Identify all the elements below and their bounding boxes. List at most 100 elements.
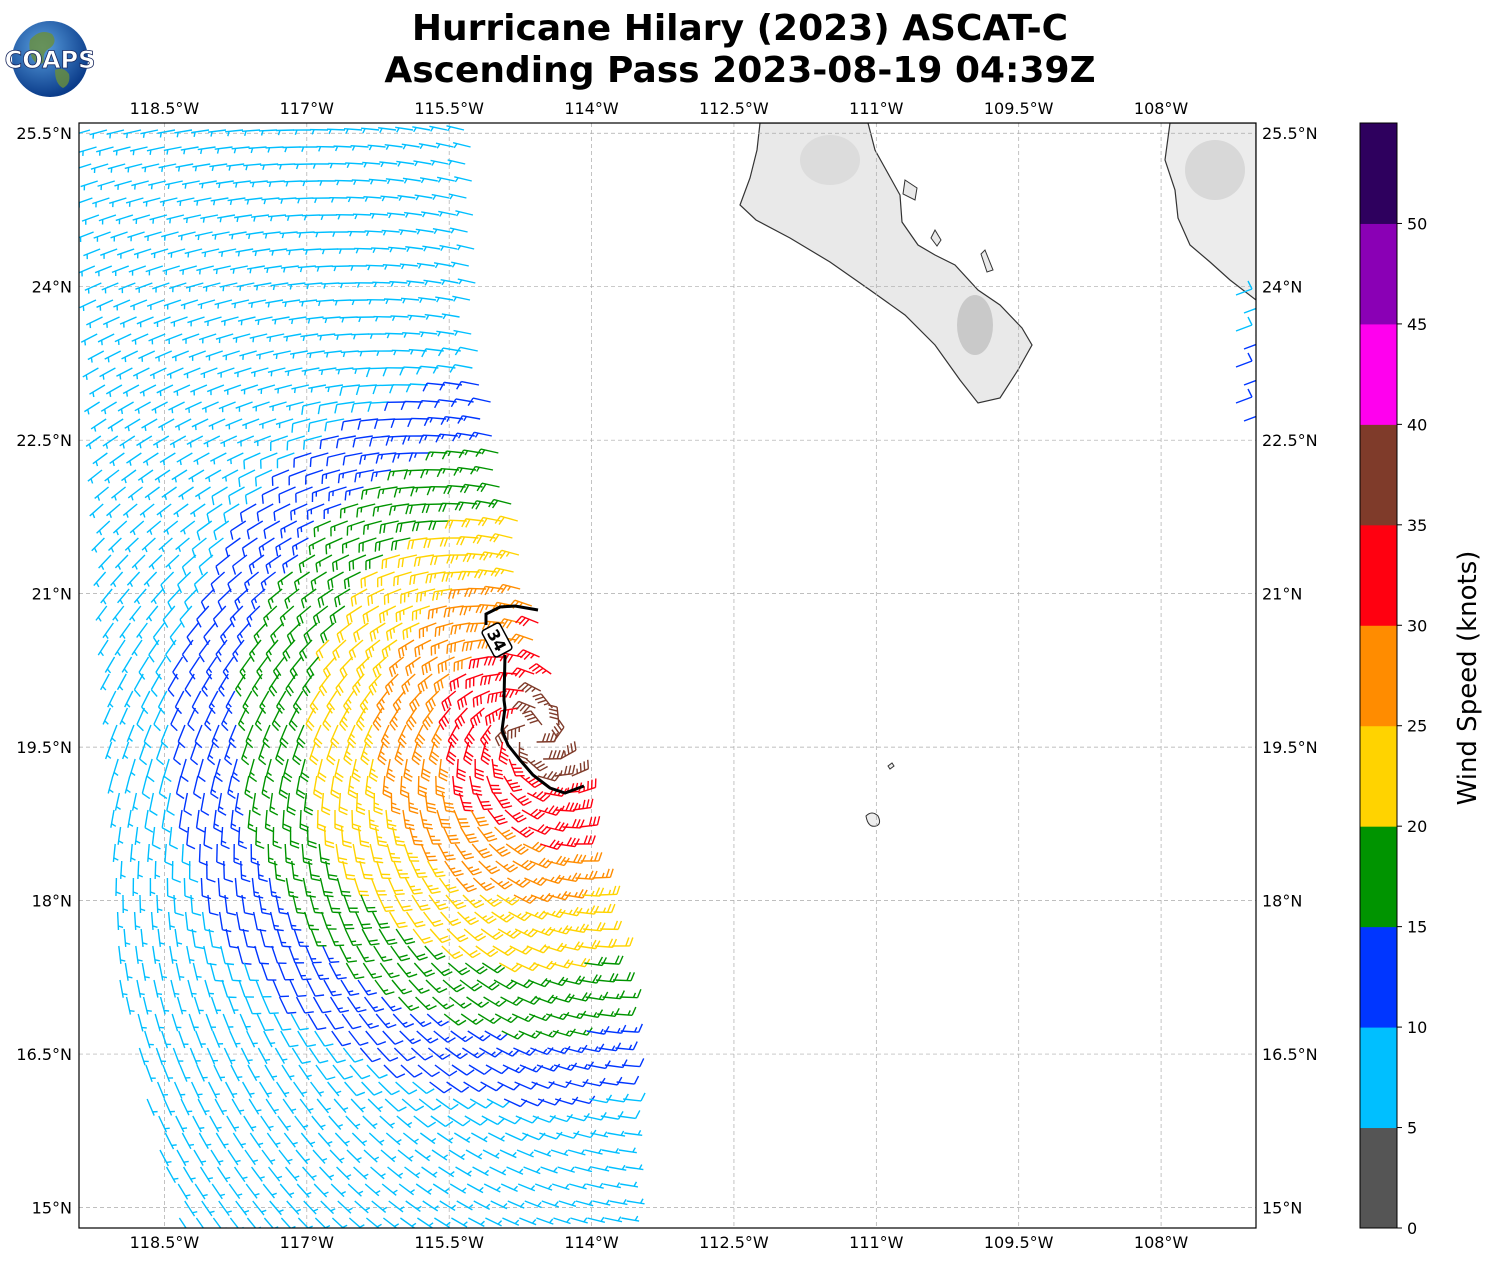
wind-barb — [391, 349, 410, 356]
wind-barb — [200, 792, 210, 816]
wind-barb — [443, 605, 464, 618]
wind-barb — [275, 129, 295, 136]
wind-barb — [381, 554, 401, 570]
wind-barb — [237, 707, 248, 732]
wind-barb — [400, 588, 419, 604]
wind-barb — [136, 622, 148, 639]
wind-barb — [454, 346, 478, 356]
wind-barb — [369, 843, 384, 864]
wind-barb — [90, 163, 109, 174]
wind-barb — [341, 537, 360, 554]
wind-barb — [399, 366, 422, 376]
wind-barb — [99, 367, 116, 380]
wind-barb — [541, 874, 565, 885]
wind-barb — [252, 248, 271, 257]
wind-barb — [294, 163, 313, 170]
wind-barb — [377, 486, 398, 499]
wind-barb — [323, 503, 342, 520]
wind-barb — [428, 894, 449, 911]
wind-barb — [351, 758, 361, 783]
wind-barb — [330, 775, 340, 799]
wind-barb — [491, 911, 515, 923]
lon-tick-label-top: 114°W — [564, 99, 619, 118]
wind-barb — [225, 418, 243, 430]
wind-barb — [231, 758, 240, 783]
wind-barb — [116, 911, 124, 931]
wind-barb — [100, 673, 110, 691]
wind-barb — [388, 911, 408, 929]
wind-barb — [250, 588, 266, 610]
wind-barb — [357, 350, 376, 357]
wind-barb — [332, 299, 352, 306]
wind-barb — [548, 704, 560, 726]
wind-barb — [275, 537, 292, 557]
wind-barb — [89, 503, 104, 519]
wind-barb — [156, 503, 172, 518]
wind-barb — [405, 246, 424, 253]
wind-barb — [362, 605, 380, 624]
lon-tick-label-bottom: 114°W — [564, 1233, 619, 1252]
wind-barb — [355, 707, 367, 731]
wind-barb — [372, 707, 384, 731]
wind-barb — [510, 667, 535, 679]
wind-barb — [494, 826, 516, 841]
wind-barb — [303, 622, 318, 644]
wind-barb — [317, 401, 338, 415]
wind-barb — [158, 537, 173, 553]
wind-barb — [104, 656, 116, 674]
wind-barb — [369, 622, 386, 642]
colorbar-tick-label: 20 — [1407, 817, 1427, 836]
map-gridlines — [79, 123, 1256, 1228]
wind-barb — [286, 248, 305, 256]
wind-barb — [173, 503, 189, 518]
wind-barb — [363, 724, 374, 749]
wind-barb — [186, 826, 196, 850]
wind-barb — [85, 435, 102, 450]
wind-barb — [141, 418, 158, 432]
wind-barb — [478, 860, 501, 875]
wind-barb — [225, 129, 244, 137]
wind-barb — [184, 248, 203, 258]
wind-barb — [393, 486, 415, 498]
wind-barb — [276, 928, 292, 948]
wind-barb — [116, 673, 127, 691]
wind-barb — [259, 452, 278, 469]
wind-barb — [300, 588, 317, 609]
wind-barb — [335, 367, 354, 375]
lat-tick-label-left: 19.5°N — [16, 738, 72, 757]
wind-barb — [402, 622, 420, 640]
wind-barb — [446, 554, 468, 564]
wind-barb — [173, 741, 182, 766]
wind-barb — [167, 588, 181, 611]
wind-barb — [411, 894, 431, 911]
wind-barb — [339, 707, 350, 732]
wind-barb — [123, 129, 142, 139]
wind-barb — [391, 826, 406, 847]
colorbar-tick-label: 5 — [1407, 1119, 1417, 1138]
wind-barb — [459, 826, 479, 844]
wind-barb — [265, 758, 275, 783]
wind-barb — [97, 180, 115, 191]
wind-barb — [517, 682, 542, 693]
colorbar-segment — [1360, 424, 1397, 526]
wind-barb — [403, 843, 420, 862]
wind-barb — [192, 775, 202, 800]
wind-barb — [406, 280, 425, 287]
wind-barb — [116, 367, 133, 380]
wind-barb — [223, 503, 240, 523]
wind-barb — [373, 418, 396, 429]
wind-barb — [183, 877, 194, 900]
wind-barb — [457, 690, 474, 710]
wind-barb — [237, 826, 248, 850]
wind-barb — [253, 282, 272, 291]
wind-barb — [84, 401, 100, 415]
wind-barb — [411, 605, 431, 621]
colorbar-segment — [1360, 1027, 1397, 1129]
wind-barb — [205, 656, 218, 680]
wind-barb — [98, 214, 117, 225]
wind-barb — [340, 418, 362, 431]
wind-barb — [372, 384, 394, 395]
wind-barb — [431, 588, 453, 601]
wind-barb — [346, 520, 365, 536]
wind-barb — [127, 231, 145, 242]
